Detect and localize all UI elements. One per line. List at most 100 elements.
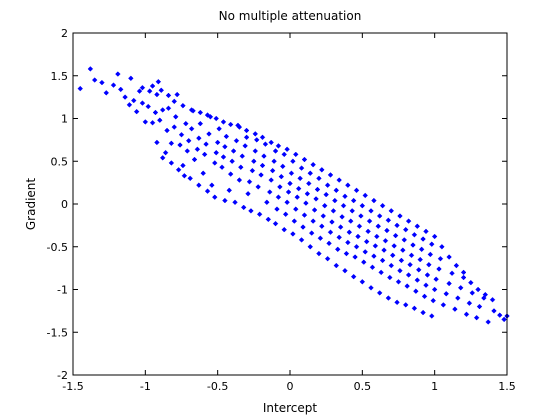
data-point-0-53 [219,164,225,170]
data-point-0-273 [319,167,325,173]
data-point-0-108 [307,170,314,176]
data-point-0-136 [348,218,354,224]
data-point-0-202 [452,306,458,312]
data-point-0-123 [329,219,335,225]
data-point-0-3 [99,79,105,86]
data-point-0-149 [366,218,373,224]
data-point-0-176 [405,272,412,278]
data-point-0-249 [420,309,426,316]
data-point-0-130 [339,214,345,220]
data-point-0-171 [398,257,405,264]
data-point-0-168 [394,222,400,229]
data-point-0-286 [431,233,438,240]
data-point-0-170 [397,267,403,274]
data-point-0-110 [310,218,316,224]
data-point-0-247 [402,302,409,308]
data-point-0-208 [469,290,476,296]
data-point-0-89 [280,163,286,170]
data-point-0-191 [427,251,434,258]
data-point-0-148 [365,228,371,235]
data-point-0-228 [240,204,247,211]
data-point-0-51 [214,139,221,146]
data-point-0-192 [429,241,435,247]
data-point-0-169 [395,279,402,285]
data-point-0-20 [154,91,160,98]
data-point-0-219 [168,160,175,166]
data-point-0-0 [77,85,83,92]
data-point-0-128 [336,234,342,241]
data-point-0-125 [332,197,338,204]
data-point-0-93 [285,189,292,195]
data-point-0-107 [306,180,312,187]
data-point-0-257 [188,107,195,113]
data-point-0-78 [262,141,269,147]
data-point-0-85 [274,206,280,212]
data-point-0-274 [327,172,334,178]
data-point-0-263 [236,124,243,130]
data-point-0-246 [394,299,400,306]
data-point-0-180 [411,232,418,238]
data-point-0-139 [352,254,358,260]
y-axis-ticks: -2 -1.5 -1 -0.5 0 0.5 1 1.5 2 [47,27,507,382]
data-point-0-198 [440,302,447,308]
data-point-0-67 [243,134,250,141]
data-point-0-174 [402,226,409,233]
data-point-0-173 [401,237,408,243]
y-tick-label-2: -1 [57,284,68,297]
data-point-0-236 [307,243,314,250]
data-point-0-223 [196,182,202,188]
data-point-0-195 [433,276,439,282]
data-point-0-10 [128,75,134,82]
data-point-0-287 [439,243,445,250]
data-point-0-152 [371,253,377,259]
y-tick-label-8: 2 [61,27,68,40]
data-point-0-293 [482,291,489,298]
data-point-0-196 [436,266,442,272]
data-point-0-34 [183,120,189,127]
data-point-0-45 [203,141,209,147]
data-point-0-248 [411,305,418,312]
data-point-0-188 [423,282,429,288]
data-point-0-100 [295,185,302,192]
data-point-0-41 [196,135,202,141]
data-point-0-99 [294,194,300,200]
data-point-0-205 [460,274,467,281]
data-point-0-183 [415,267,422,273]
data-point-0-104 [301,212,308,218]
data-point-0-251 [139,84,146,91]
x-tick-label-5: 1 [431,380,438,393]
data-point-0-13 [136,88,143,94]
data-point-0-132 [342,193,348,200]
data-point-0-90 [281,151,287,158]
data-point-0-133 [343,250,350,257]
data-point-0-177 [407,261,413,268]
data-point-0-142 [356,223,363,229]
data-point-0-268 [275,143,282,149]
data-point-0-278 [362,192,368,199]
data-point-0-221 [181,173,188,179]
data-point-0-49 [212,160,218,166]
data-point-0-277 [353,187,360,194]
data-point-0-281 [388,208,395,214]
chart-title: No multiple attenuation [219,9,362,23]
data-point-0-237 [316,250,322,257]
data-point-0-269 [284,146,290,153]
data-point-0-17 [146,88,153,94]
data-point-0-158 [379,257,386,264]
data-point-0-75 [258,172,264,178]
data-point-0-40 [194,146,201,153]
data-point-0-64 [238,164,244,170]
data-point-0-124 [330,208,337,214]
data-point-0-101 [297,175,303,182]
data-point-0-97 [291,218,298,224]
data-point-0-135 [346,229,353,235]
data-point-0-283 [405,218,412,224]
data-point-0-270 [293,151,299,158]
data-point-0-199 [443,291,449,297]
data-point-0-166 [391,243,397,249]
data-point-0-25 [164,127,170,134]
data-point-0-224 [204,188,211,194]
data-point-0-122 [327,229,334,235]
data-point-0-12 [133,108,140,115]
